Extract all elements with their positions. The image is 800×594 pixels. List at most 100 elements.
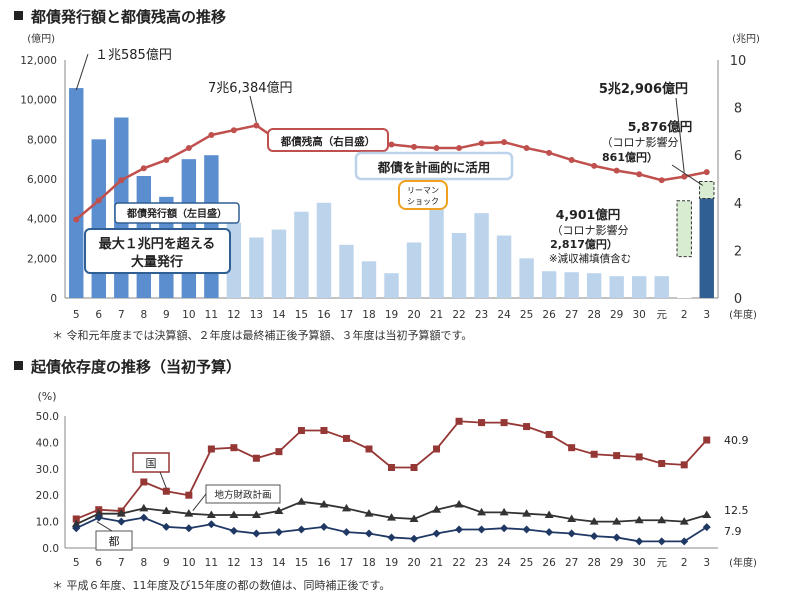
section1-title: 都債発行額と都債残高の推移 (14, 6, 226, 27)
issuance-bar (69, 88, 84, 298)
line-label-box (267, 128, 389, 152)
tokyo-label: 都 (109, 535, 120, 548)
debt-balance-point (73, 216, 80, 223)
right-tick-label: 10 (730, 54, 747, 69)
chart2-footnote: ＊ 平成６年度、11年度及び15年度の都の数値は、同時補正後です。 (52, 579, 391, 592)
x-tick-label: 25 (520, 309, 533, 321)
line-label-text: 都債残高（右目盛） (280, 135, 376, 148)
local-plan-point (679, 517, 689, 525)
peak-line-leader (249, 95, 257, 123)
debt-balance-point (185, 145, 192, 152)
tokyo-point (702, 523, 711, 532)
local-plan-point (184, 509, 194, 517)
x-tick-label: 16 (317, 309, 331, 321)
tokyo-point (229, 526, 238, 535)
debt-balance-point (411, 143, 418, 150)
x-tick-label: 11 (205, 309, 218, 321)
x-tick-label: 10 (182, 309, 195, 321)
series-line (75, 500, 707, 526)
debt-balance-point (703, 169, 710, 176)
issuance-bar (474, 213, 489, 298)
covid-portion-bar (676, 200, 692, 258)
national-point (635, 453, 643, 461)
national-point (297, 427, 305, 435)
debt-balance-point (230, 127, 237, 134)
national-point (433, 445, 441, 453)
tokyo-point (635, 537, 644, 546)
debt-balance-point (456, 145, 463, 152)
lehman-text-2: ショック (407, 197, 439, 206)
issuance-bar (384, 273, 399, 298)
x-tick-label: 元 (656, 557, 667, 569)
latest-stock-label: 5兆2,906億円 (599, 81, 688, 97)
x-tick-label: 12 (227, 309, 240, 321)
x-tick-label: 5 (73, 557, 80, 569)
series-end-label: 40.9 (724, 434, 749, 447)
national-label-box (132, 452, 170, 473)
national-point (478, 419, 486, 427)
latest-stock-leader (675, 97, 685, 173)
national-label: 国 (146, 457, 157, 470)
x-tick-label: 18 (362, 309, 375, 321)
tokyo-point (500, 524, 509, 533)
left-tick-label: 6,000 (27, 174, 57, 186)
issuance-bar (294, 211, 309, 298)
x-tick-label: 21 (430, 309, 443, 321)
issuance-bar (361, 261, 377, 298)
large-issue-text-2: 大量発行 (131, 254, 183, 270)
x-tick-label: 14 (272, 557, 286, 569)
tokyo-point (410, 534, 419, 543)
square-bullet-icon (14, 361, 23, 370)
national-point (365, 445, 373, 453)
x-tick-label: 24 (497, 309, 511, 321)
national-point (342, 434, 350, 442)
national-point (162, 487, 170, 495)
plan-label-box (354, 151, 514, 181)
lehman-text-1: リーマン (407, 186, 439, 195)
left-tick-label: 4,000 (27, 214, 57, 226)
local-plan-point (634, 515, 644, 524)
tokyo-point (612, 533, 621, 542)
tokyo-point (319, 522, 328, 531)
issuance-label-box (114, 202, 240, 224)
issuance-bar (699, 181, 714, 298)
x-tick-label: 21 (430, 557, 443, 569)
r3-leader (671, 164, 704, 186)
national-point (613, 452, 621, 460)
tokyo-point (162, 522, 171, 531)
debt-balance-point (140, 165, 147, 172)
tokyo-point (364, 529, 373, 538)
x-tick-label: 26 (542, 309, 556, 321)
tokyo-point (477, 525, 486, 534)
local-plan-point (657, 515, 667, 524)
local-plan-point (116, 509, 126, 517)
local-plan-point (341, 503, 351, 512)
y-tick-label: 50.0 (36, 411, 59, 423)
x-tick-label: 27 (565, 557, 578, 569)
r2-covid-label-2: 2,817億円） (550, 237, 618, 251)
square-bullet-icon (14, 11, 23, 20)
national-point (320, 427, 328, 435)
tokyo-point (567, 529, 576, 538)
large-issue-text-1: 最大１兆円を超える (99, 236, 216, 252)
issuance-bar (271, 229, 287, 298)
local-plan-point (229, 510, 239, 518)
x-tick-label: 20 (407, 557, 420, 569)
national-point (388, 463, 395, 471)
left-tick-label: 12,000 (20, 55, 57, 67)
x-tick-label: 16 (317, 557, 331, 569)
x-tick-label: 3 (703, 557, 710, 569)
local-plan-point (387, 513, 396, 521)
y-tick-label: 0.0 (42, 543, 59, 555)
debt-balance-point (568, 156, 575, 163)
national-point (680, 461, 688, 469)
tokyo-point (252, 529, 261, 538)
x-tick-label: 3 (703, 309, 710, 321)
local-plan-point (567, 514, 577, 522)
x-tick-label: 29 (610, 309, 623, 321)
tokyo-point (94, 513, 103, 522)
national-point (568, 444, 576, 452)
y-tick-label: 10.0 (36, 517, 59, 529)
x-tick-label: 15 (295, 557, 308, 569)
debt-balance-point (681, 173, 688, 180)
